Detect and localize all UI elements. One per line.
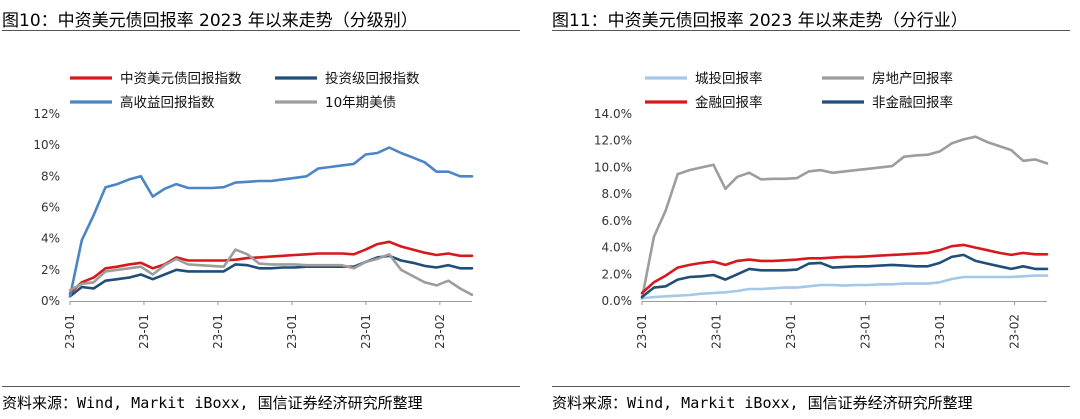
figure-10: 图10：中资美元债回报率 2023 年以来走势（分级别） 中资美元债回报指数 投资… (0, 0, 520, 419)
title-divider (2, 30, 520, 31)
y-tick-label: 8% (41, 169, 60, 183)
source-note: 资料来源：Wind, Markit iBoxx, 国信证券经济研究所整理 (552, 394, 973, 412)
figure-title: 图10：中资美元债回报率 2023 年以来走势（分级别） (2, 11, 418, 31)
legend-label: 金融回报率 (695, 94, 763, 111)
y-tick-label: 12.0% (594, 134, 632, 148)
x-tick-label: 23-01 (710, 314, 724, 349)
source-divider (2, 386, 520, 387)
legend-label: 非金融回报率 (872, 94, 953, 111)
legend-label: 城投回报率 (695, 70, 763, 87)
legend-label: 10年期美债 (325, 95, 396, 111)
x-tick-label: 23-01 (635, 314, 649, 349)
series-line (68, 254, 474, 298)
x-tick-label: 23-02 (433, 314, 447, 349)
series-line (68, 248, 474, 297)
series-line (640, 243, 1049, 295)
series-line (640, 135, 1049, 300)
legend-label: 房地产回报率 (872, 70, 953, 87)
source-divider (552, 386, 1070, 387)
series-line (640, 274, 1049, 300)
y-tick-label: 4.0% (602, 241, 633, 255)
legend-label: 投资级回报指数 (325, 71, 420, 87)
x-tick-label: 23-01 (933, 314, 947, 349)
y-tick-label: 6% (41, 201, 60, 215)
x-tick-label: 23-01 (211, 314, 225, 349)
y-tick-label: 12% (33, 107, 60, 121)
x-tick-label: 23-01 (137, 314, 151, 349)
x-tick-label: 23-01 (285, 314, 299, 349)
title-divider (552, 30, 1070, 31)
x-tick-label: 23-01 (359, 314, 373, 349)
y-tick-label: 10.0% (594, 160, 632, 174)
y-tick-label: 2% (41, 263, 60, 277)
y-tick-label: 6.0% (602, 214, 633, 228)
y-tick-label: 8.0% (602, 187, 633, 201)
legend-label: 高收益回报指数 (120, 94, 215, 111)
figure-title: 图11：中资美元债回报率 2023 年以来走势（分行业） (552, 11, 968, 31)
y-tick-label: 0% (41, 294, 60, 308)
source-note: 资料来源：Wind, Markit iBoxx, 国信证券经济研究所整理 (2, 394, 423, 412)
y-tick-label: 2.0% (602, 267, 633, 281)
x-tick-label: 23-01 (784, 314, 798, 349)
series-line (68, 240, 474, 295)
y-tick-label: 4% (41, 232, 60, 246)
x-tick-label: 23-02 (1008, 314, 1022, 349)
series-line (640, 253, 1049, 299)
x-tick-label: 23-01 (63, 314, 77, 349)
series-line (68, 146, 474, 298)
legend-label: 中资美元债回报指数 (120, 71, 242, 87)
y-tick-label: 14.0% (594, 107, 632, 121)
y-tick-label: 0.0% (602, 294, 633, 308)
figure-11: 图11：中资美元债回报率 2023 年以来走势（分行业） 城投回报率 房地产回报率… (550, 0, 1070, 419)
x-tick-label: 23-01 (859, 314, 873, 349)
y-tick-label: 10% (33, 138, 60, 152)
